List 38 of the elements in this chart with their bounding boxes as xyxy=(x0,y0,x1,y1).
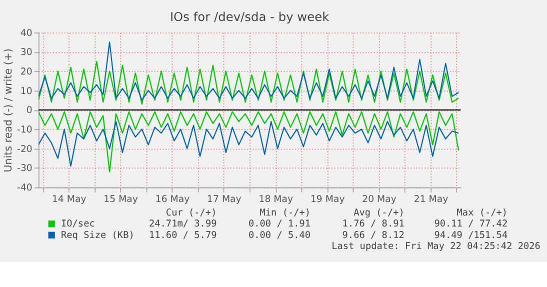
text: 0.00 / 5.40 xyxy=(248,230,311,241)
y-tick-label: 30 xyxy=(20,47,32,58)
x-tick-label: 17 May xyxy=(207,194,242,205)
text: 1.76 / 8.91 xyxy=(342,218,405,230)
x-tick-label: 18 May xyxy=(258,194,294,205)
text: 94.49 /151.54 xyxy=(434,230,508,241)
y-tick-label: 20 xyxy=(20,66,32,78)
line-series xyxy=(38,120,460,167)
text: Last update: Fri May 22 04:25:42 2026 xyxy=(332,241,541,252)
legend-label: Req Size (KB) xyxy=(60,230,134,241)
line-series xyxy=(38,42,460,101)
legend-label: IO/sec xyxy=(60,218,95,230)
text: Max (-/+) xyxy=(456,207,508,218)
y-tick-label: -40 xyxy=(17,182,32,194)
y-tick-label: 10 xyxy=(20,86,32,97)
text: 24.71m/ 3.99 xyxy=(149,218,218,230)
text: Cur (-/+) xyxy=(166,207,217,218)
line-series xyxy=(38,111,460,172)
x-tick-label: 14 May xyxy=(52,194,87,205)
chart-title: IOs for /dev/sda - by week xyxy=(170,10,330,24)
y-tick-label: -20 xyxy=(17,144,32,155)
y-tick-label: 0 xyxy=(26,105,32,116)
text: 11.60 / 5.79 xyxy=(149,230,218,241)
y-tick-label: -30 xyxy=(17,163,32,174)
text: Min (-/+) xyxy=(260,207,311,218)
line-series xyxy=(38,60,460,105)
text: 9.66 / 8.12 xyxy=(342,230,404,241)
text: Avg (-/+) xyxy=(354,207,404,218)
x-tick-label: 16 May xyxy=(155,194,190,205)
text: 90.11 / 77.42 xyxy=(434,218,508,230)
y-axis-title: Units read (-) / write (+) xyxy=(2,48,14,172)
x-tick-label: 19 May xyxy=(310,194,346,205)
x-tick-label: 15 May xyxy=(104,194,138,205)
x-tick-label: 21 May xyxy=(414,194,449,205)
y-tick-label: 40 xyxy=(20,28,32,39)
text: 0.00 / 1.91 xyxy=(248,218,311,230)
y-tick-label: -10 xyxy=(17,124,32,136)
x-tick-label: 20 May xyxy=(362,194,397,205)
